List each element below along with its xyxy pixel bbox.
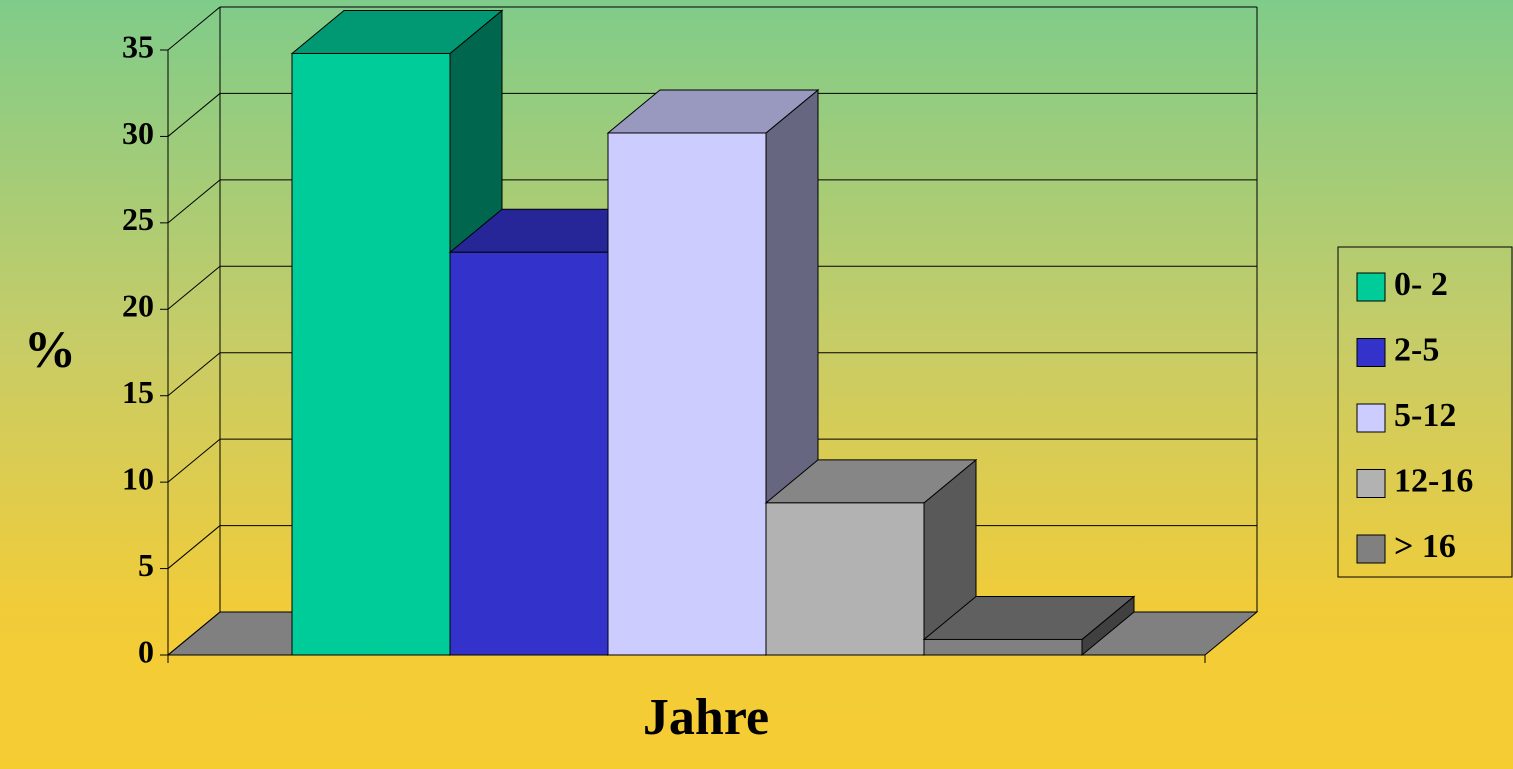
legend-label: 0- 2 [1394, 266, 1448, 303]
bar-front [923, 638, 1083, 656]
legend: 0- 2 2-5 5-12 12-16 > 16 [1337, 246, 1513, 578]
y-tick-label: 35 [122, 28, 154, 64]
y-tick-label: 0 [138, 633, 154, 669]
x-axis-label: Jahre [643, 689, 769, 746]
legend-swatch [1356, 534, 1386, 564]
legend-label: > 16 [1394, 528, 1456, 565]
side-grid-line [167, 93, 221, 137]
legend-swatch [1356, 338, 1386, 367]
legend-label: 12-16 [1394, 462, 1473, 499]
side-grid-line [167, 525, 221, 569]
y-tick-label: 25 [122, 201, 154, 237]
y-tick-label: 5 [138, 547, 154, 583]
y-tick-label: 20 [122, 288, 154, 324]
legend-label: 5-12 [1394, 397, 1456, 434]
y-tick-label: 10 [122, 460, 154, 496]
side-grid-line [167, 179, 221, 224]
bar [764, 458, 978, 657]
bar-front [291, 52, 451, 656]
side-grid-line [167, 352, 221, 397]
y-axis-label: % [24, 322, 76, 379]
side-grid-line [167, 6, 221, 51]
y-tick-label: 15 [122, 374, 154, 410]
legend-box [1337, 246, 1513, 578]
legend-swatch [1356, 469, 1386, 498]
y-tick-label: 30 [122, 115, 154, 151]
bar-front [607, 132, 767, 656]
bar-front [449, 251, 609, 656]
side-grid-line [167, 265, 221, 310]
bar-front [765, 502, 925, 656]
side-grid-line [167, 611, 221, 656]
bar [922, 595, 1136, 657]
side-grid-line [167, 438, 221, 483]
legend-swatch [1356, 272, 1386, 302]
legend-label: 2-5 [1394, 331, 1439, 368]
legend-swatch [1356, 403, 1386, 433]
